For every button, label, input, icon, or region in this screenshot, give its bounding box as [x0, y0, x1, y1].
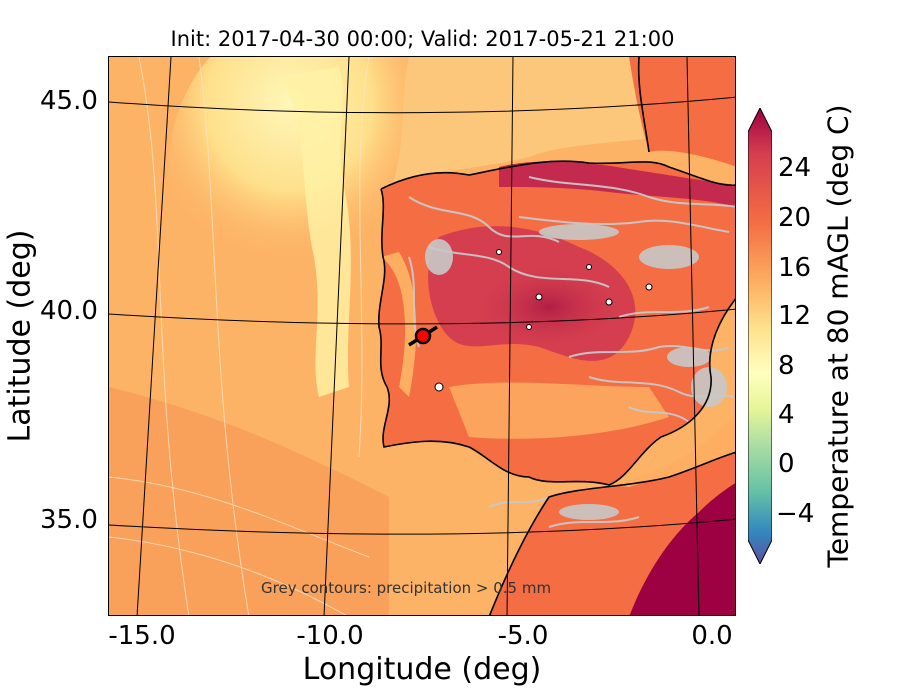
precipitation-blobs: [425, 224, 727, 520]
colorbar-label: Temperature at 80 mAGL (deg C): [821, 104, 855, 568]
portugal-coast-cool: [381, 252, 417, 397]
cbar-tick-16: 16: [778, 253, 812, 283]
iberia-south-band: [449, 382, 669, 439]
xtick-minus5: -5.0: [497, 621, 549, 651]
france-land: [629, 57, 735, 167]
ytick-45: 45.0: [40, 86, 98, 116]
iberia-north-heat: [499, 161, 735, 207]
precipitation-note: Grey contours: precipitation > 0.5 mm: [261, 579, 552, 597]
ocean-cool-streak: [279, 67, 351, 397]
map-panel[interactable]: Grey contours: precipitation > 0.5 mm: [108, 56, 736, 616]
ocean-warm-south: [109, 387, 389, 615]
temperature-map: [109, 57, 735, 615]
x-axis-label: Longitude (deg): [302, 652, 542, 687]
cbar-tick-4: 4: [778, 400, 795, 430]
cbar-tick-24: 24: [778, 153, 812, 183]
map-title: Init: 2017-04-30 00:00; Valid: 2017-05-2…: [170, 27, 675, 51]
mediterranean-sea: [609, 413, 735, 487]
precipitation-contours: [408, 176, 735, 528]
y-axis-label: Latitude (deg): [2, 229, 38, 443]
temperature-contours: [109, 57, 370, 615]
lakes: [434, 249, 653, 392]
coastline: [378, 57, 735, 615]
ytick-35: 35.0: [40, 505, 98, 535]
cbar-tick-20: 20: [778, 203, 812, 233]
ytick-40: 40.0: [40, 296, 98, 326]
cbar-tick-minus4: −4: [776, 499, 815, 529]
xtick-minus15: -15.0: [108, 621, 176, 651]
xtick-minus10: -10.0: [296, 621, 364, 651]
cbar-tick-8: 8: [778, 351, 795, 381]
xtick-0: 0.0: [691, 621, 733, 651]
africa-hot-region: [629, 483, 735, 615]
cbar-tick-0: 0: [778, 449, 795, 479]
colorbar: [748, 108, 772, 564]
hot-center: [479, 267, 619, 347]
graticule: [109, 57, 735, 615]
cbar-tick-12: 12: [778, 301, 812, 331]
site-marker: [408, 325, 438, 347]
colorbar-body: [748, 108, 772, 564]
